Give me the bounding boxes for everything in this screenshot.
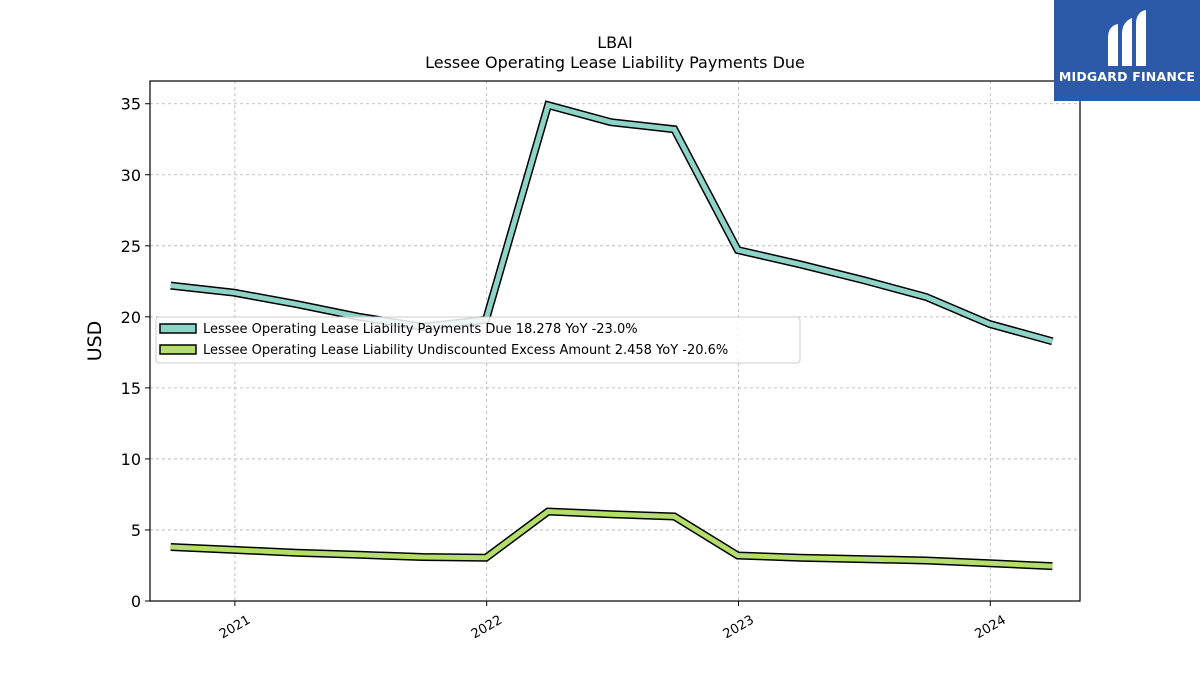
- series-line-1: [170, 508, 1053, 569]
- y-axis: 0 5 10 15 20 25 30 35: [121, 95, 150, 611]
- x-tick-label: 2022: [469, 613, 505, 643]
- x-tick-label: 2023: [721, 613, 757, 643]
- logo-text: MIDGARD FINANCE: [1058, 69, 1196, 84]
- y-tick-label: 10: [121, 450, 141, 469]
- y-tick-label: 25: [121, 237, 141, 256]
- legend-label-payments: Lessee Operating Lease Liability Payment…: [203, 322, 638, 337]
- grid-lines: [150, 81, 1080, 602]
- x-tick-label: 2021: [217, 613, 253, 643]
- plot-frame: [149, 80, 1081, 602]
- x-axis: 2021 2022 2023 2024: [217, 601, 1009, 642]
- legend-label-excess: Lessee Operating Lease Liability Undisco…: [203, 343, 728, 358]
- legend-swatch-excess: [159, 344, 197, 355]
- chart-subtitle: Lessee Operating Lease Liability Payment…: [425, 53, 805, 72]
- chart-title: LBAI: [597, 33, 633, 52]
- y-tick-label: 0: [131, 592, 141, 611]
- legend-box: [155, 316, 801, 364]
- series-line-0: [170, 102, 1054, 344]
- y-axis-label: USD: [84, 321, 106, 362]
- x-tick-label: 2024: [972, 613, 1008, 643]
- y-tick-label: 20: [121, 308, 141, 327]
- y-tick-label: 35: [121, 95, 141, 114]
- y-tick-label: 15: [121, 379, 141, 398]
- y-tick-label: 30: [121, 166, 141, 185]
- series-lines: [170, 100, 1054, 571]
- legend: Lessee Operating Lease Liability Payment…: [155, 316, 801, 364]
- midgard-finance-logo: MIDGARD FINANCE: [1054, 0, 1200, 101]
- y-tick-label: 5: [131, 521, 141, 540]
- legend-swatch-payments: [159, 323, 197, 334]
- logo-mark-icon: [1108, 10, 1146, 66]
